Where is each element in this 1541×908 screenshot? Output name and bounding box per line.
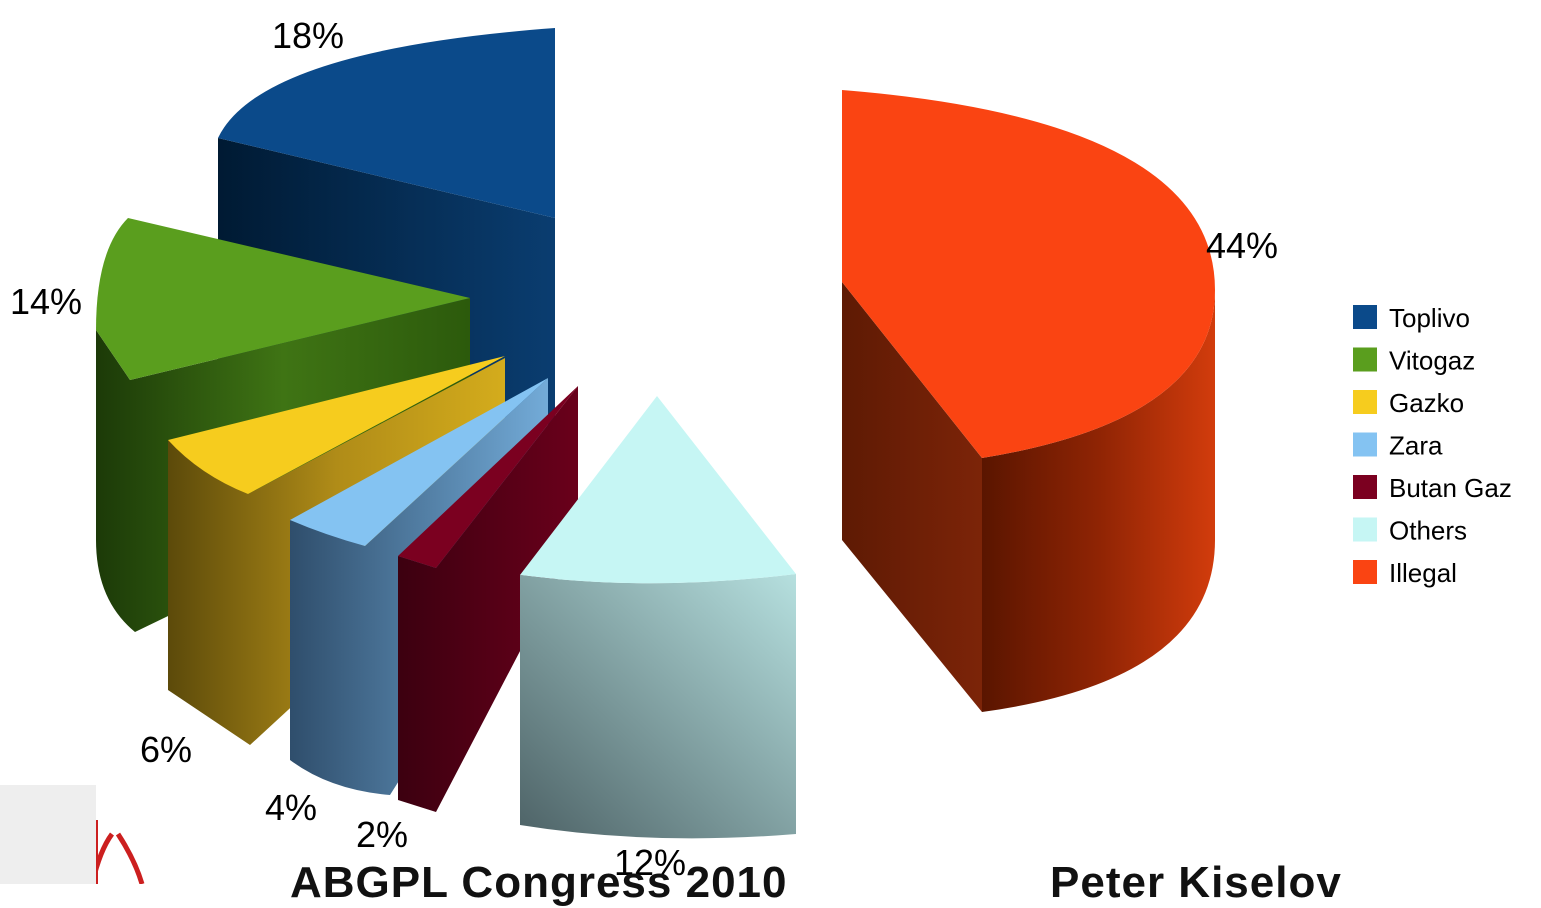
legend-label-illegal: Illegal <box>1389 558 1457 588</box>
label-toplivo: 18% <box>272 15 344 56</box>
legend-label-gazko: Gazko <box>1389 388 1464 418</box>
slice-butan-gaz <box>398 386 578 812</box>
logo-panel <box>0 785 96 884</box>
label-vitogaz: 14% <box>10 281 82 322</box>
legend-label-toplivo: Toplivo <box>1389 303 1470 333</box>
footer-presenter-name: Peter Kiselov <box>1050 858 1342 907</box>
footer-congress-title: ABGPL Congress 2010 <box>290 858 788 907</box>
legend-swatch-illegal <box>1353 560 1377 584</box>
label-gazko: 6% <box>140 729 192 770</box>
label-others: 12% <box>614 842 686 883</box>
label-illegal: 44% <box>1206 225 1278 266</box>
legend-swatch-butan-gaz <box>1353 475 1377 499</box>
legend: Toplivo Vitogaz Gazko Zara Butan Gaz Others Il… <box>1353 303 1512 588</box>
logo-mark <box>89 820 145 884</box>
legend-label-others: Others <box>1389 516 1467 546</box>
legend-label-zara: Zara <box>1389 431 1443 461</box>
legend-swatch-others <box>1353 517 1377 542</box>
label-butan-gaz: 2% <box>356 814 408 855</box>
legend-swatch-vitogaz <box>1353 347 1377 372</box>
label-zara: 4% <box>265 787 317 828</box>
legend-swatch-toplivo <box>1353 305 1377 329</box>
slice-others <box>520 396 796 839</box>
legend-label-butan-gaz: Butan Gaz <box>1389 473 1512 503</box>
legend-label-vitogaz: Vitogaz <box>1389 346 1475 376</box>
slice-illegal <box>842 90 1215 712</box>
legend-swatch-gazko <box>1353 390 1377 414</box>
legend-swatch-zara <box>1353 432 1377 457</box>
pie-chart: 18% 14% 6% 4% 2% 12% 44% Toplivo Vitogaz G… <box>10 15 1512 884</box>
